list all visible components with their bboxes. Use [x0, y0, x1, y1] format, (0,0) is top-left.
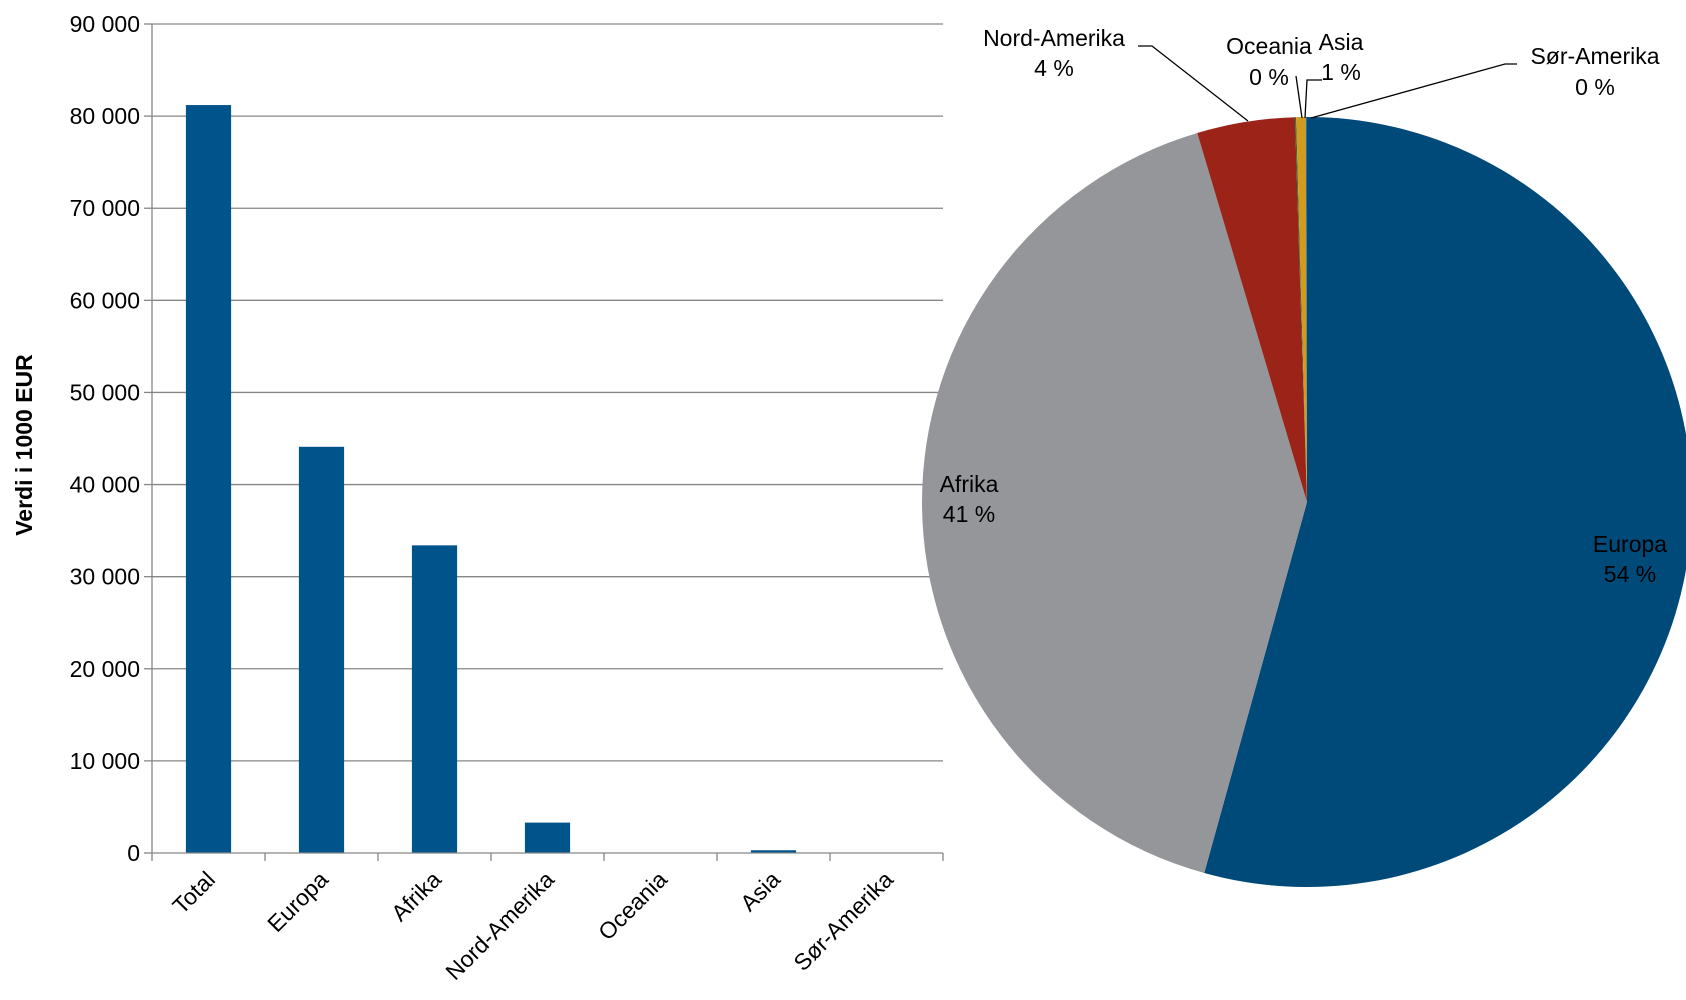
bar-chart: 0 10 000 20 000 30 000 40 000 50 000 60 000 70 … [11, 11, 944, 985]
y-tick-label: 80 000 [70, 103, 140, 129]
y-tick-labels: 0 10 000 20 000 30 000 40 000 50 000 60 000 70 … [70, 11, 140, 866]
pie-leader-lines [1138, 45, 1517, 122]
y-tick-label: 50 000 [70, 379, 140, 405]
leader-line-oceania [1295, 75, 1303, 119]
pie-label-value-europa: 54 % [1604, 561, 1656, 587]
pie-label-name-sor-amerika: Sør-Amerika [1530, 43, 1659, 69]
pie-label-value-afrika: 41 % [943, 501, 995, 527]
pie-label-name-asia: Asia [1319, 29, 1364, 55]
y-tick-label: 90 000 [70, 11, 140, 37]
y-tick-label: 30 000 [70, 564, 140, 590]
pie-labels: Europa 54 % Afrika 41 % Nord-Amerika 4 % Ocean… [940, 25, 1668, 587]
bar-nord-amerika [524, 822, 571, 853]
bar-gridlines [152, 23, 943, 762]
pie-slice-afrika [922, 132, 1307, 874]
y-tick-label: 40 000 [70, 472, 140, 498]
x-tick-label-sor-amerika: Sør-Amerika [788, 866, 898, 976]
x-tick-label-total: Total [167, 866, 220, 919]
pie-slice-sor-amerika [1305, 116, 1307, 503]
y-tick-label: 60 000 [70, 287, 140, 313]
pie-label-name-nord-amerika: Nord-Amerika [983, 25, 1125, 51]
y-tick-label: 0 [127, 840, 140, 866]
x-tick-label-oceania: Oceania [593, 866, 672, 945]
pie-chart: Europa 54 % Afrika 41 % Nord-Amerika 4 % Ocean… [922, 25, 1686, 887]
pie-label-value-oceania: 0 % [1249, 64, 1289, 90]
leader-line-nord-amerika [1138, 45, 1249, 122]
pie-slice-europa [1204, 117, 1686, 887]
pie-label-name-europa: Europa [1593, 531, 1667, 557]
pie-slices [922, 116, 1686, 887]
pie-label-value-sor-amerika: 0 % [1575, 74, 1615, 100]
pie-label-name-afrika: Afrika [940, 471, 999, 497]
pie-slice-oceania [1294, 117, 1307, 503]
y-tick-label: 70 000 [70, 195, 140, 221]
x-tick-label-nord-amerika: Nord-Amerika [440, 866, 559, 985]
bar-afrika [411, 545, 458, 853]
pie-slice-asia [1296, 117, 1307, 502]
y-axis-title: Verdi i 1000 EUR [11, 354, 37, 536]
bar-series [185, 105, 797, 853]
x-tick-label-asia: Asia [735, 866, 785, 916]
pie-label-value-nord-amerika: 4 % [1034, 55, 1074, 81]
y-tick-label: 10 000 [70, 748, 140, 774]
bar-europa [298, 446, 345, 853]
x-tick-label-europa: Europa [262, 866, 333, 937]
pie-label-value-asia: 1 % [1321, 59, 1361, 85]
leader-line-asia [1304, 79, 1322, 119]
y-tick-label: 20 000 [70, 656, 140, 682]
bar-axes [144, 23, 944, 861]
pie-slice-nord-amerika [1197, 117, 1307, 502]
leader-line-sor-amerika [1310, 63, 1517, 119]
bar-asia [750, 850, 797, 853]
bar-total [185, 105, 232, 853]
pie-label-name-oceania: Oceania [1226, 33, 1312, 59]
x-tick-label-afrika: Afrika [386, 866, 446, 926]
